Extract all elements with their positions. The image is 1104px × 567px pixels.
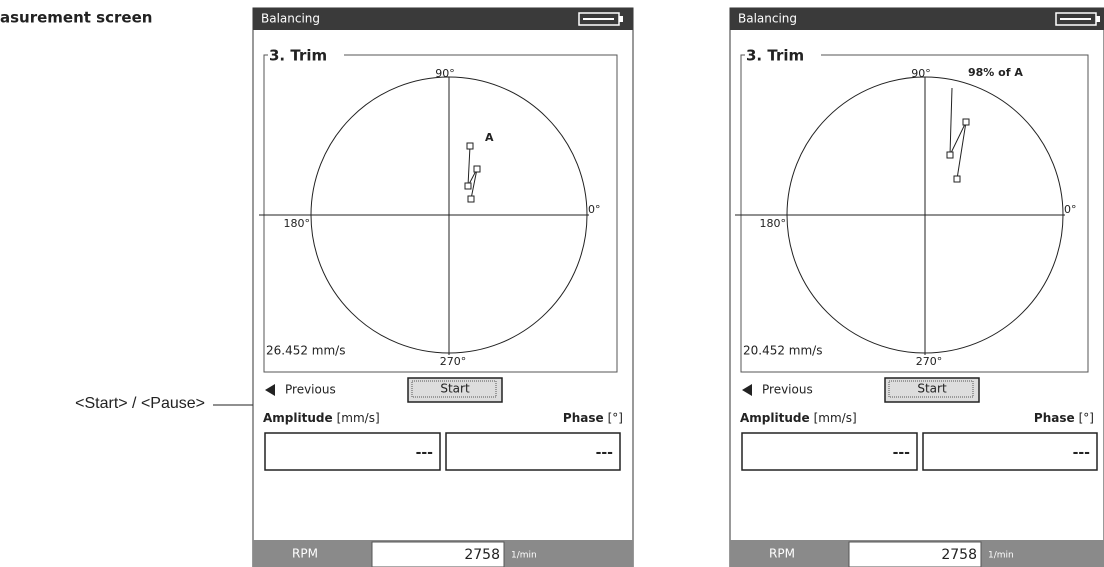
header-title: Balancing: [738, 12, 797, 26]
screen-bg: [729, 7, 1104, 567]
group-title-bg: [745, 46, 821, 62]
rpm-unit: 1/min: [988, 551, 1014, 561]
start-button[interactable]: [884, 377, 980, 403]
amplitude-field: [264, 432, 441, 471]
start-label: Start: [917, 382, 947, 396]
group-title: 3. Trim: [269, 47, 327, 65]
angle-label: 270°: [440, 355, 467, 368]
scale-label: 26.452 mm/s: [266, 344, 345, 358]
angle-label: 90°: [435, 67, 455, 80]
amplitude-unit: [mm/s]: [814, 411, 857, 425]
point-label: A: [485, 131, 494, 144]
group-box: [740, 54, 1089, 373]
phase-name: Phase: [563, 411, 604, 425]
group-title: 3. Trim: [746, 47, 804, 65]
trace-point: [466, 142, 474, 150]
battery-tip: [619, 16, 623, 22]
rpm-field: [848, 541, 982, 567]
amplitude-value: ---: [416, 445, 434, 461]
trace-tail: [949, 87, 953, 156]
callout: <Start> / <Pause>: [75, 395, 205, 412]
trace: [467, 145, 478, 200]
previous-icon: [742, 384, 752, 396]
phase-unit: [°]: [608, 411, 623, 425]
angle-label: 90°: [911, 67, 931, 80]
scale-label: 20.452 mm/s: [743, 344, 822, 358]
start-button[interactable]: [407, 377, 503, 403]
point-label: 98% of A: [968, 66, 1023, 79]
trace-point: [464, 182, 472, 190]
phase-field: [922, 432, 1098, 471]
group-title-bg: [268, 46, 344, 62]
phase-label: Phase [°]: [563, 411, 623, 425]
amplitude-name: Amplitude: [263, 411, 333, 425]
phase-unit: [°]: [1079, 411, 1094, 425]
phase-field: [445, 432, 621, 471]
rpm-unit: 1/min: [511, 551, 537, 561]
previous-button[interactable]: Previous: [762, 383, 813, 397]
angle-label: 180°: [760, 217, 787, 230]
caption: asurement screen: [0, 9, 152, 27]
group-box: [263, 54, 618, 373]
phase-name: Phase: [1034, 411, 1075, 425]
header-title: Balancing: [261, 12, 320, 26]
battery-tip: [1096, 16, 1100, 22]
trace-point: [467, 195, 475, 203]
amplitude-unit: [mm/s]: [337, 411, 380, 425]
trace-point: [473, 165, 481, 173]
amplitude-label: Amplitude [mm/s]: [740, 411, 857, 425]
previous-button[interactable]: Previous: [285, 383, 336, 397]
angle-label: 0°: [588, 203, 601, 216]
start-focus: [411, 380, 497, 398]
amplitude-value: ---: [893, 445, 911, 461]
device-screen: Balancing 3. Trim 90° 0° 180° 270° 20.452 mm/s…: [729, 7, 1104, 567]
angle-label: 270°: [916, 355, 943, 368]
device-screen: Balancing 3. Trim 90° 0° 180° 270° 26.452 mm/s…: [252, 7, 634, 567]
angle-label: 0°: [1064, 203, 1077, 216]
rpm-field: [371, 541, 505, 567]
start-label: Start: [440, 382, 470, 396]
rpm-value: 2758: [941, 547, 977, 563]
previous-icon: [265, 384, 275, 396]
trace-point: [946, 151, 954, 159]
header-bar: [730, 8, 1104, 30]
phase-value: ---: [596, 445, 614, 461]
phase-value: ---: [1073, 445, 1091, 461]
phase-label: Phase [°]: [1034, 411, 1094, 425]
start-focus: [888, 380, 974, 398]
header-bar: [253, 8, 633, 30]
amplitude-field: [741, 432, 918, 471]
amplitude-name: Amplitude: [740, 411, 810, 425]
rpm-value: 2758: [464, 547, 500, 563]
screen-bg: [252, 7, 634, 567]
rpm-label: RPM: [769, 547, 795, 561]
angle-label: 180°: [284, 217, 311, 230]
trace-point: [953, 175, 961, 183]
amplitude-label: Amplitude [mm/s]: [263, 411, 380, 425]
trace-point: [962, 118, 970, 126]
rpm-label: RPM: [292, 547, 318, 561]
